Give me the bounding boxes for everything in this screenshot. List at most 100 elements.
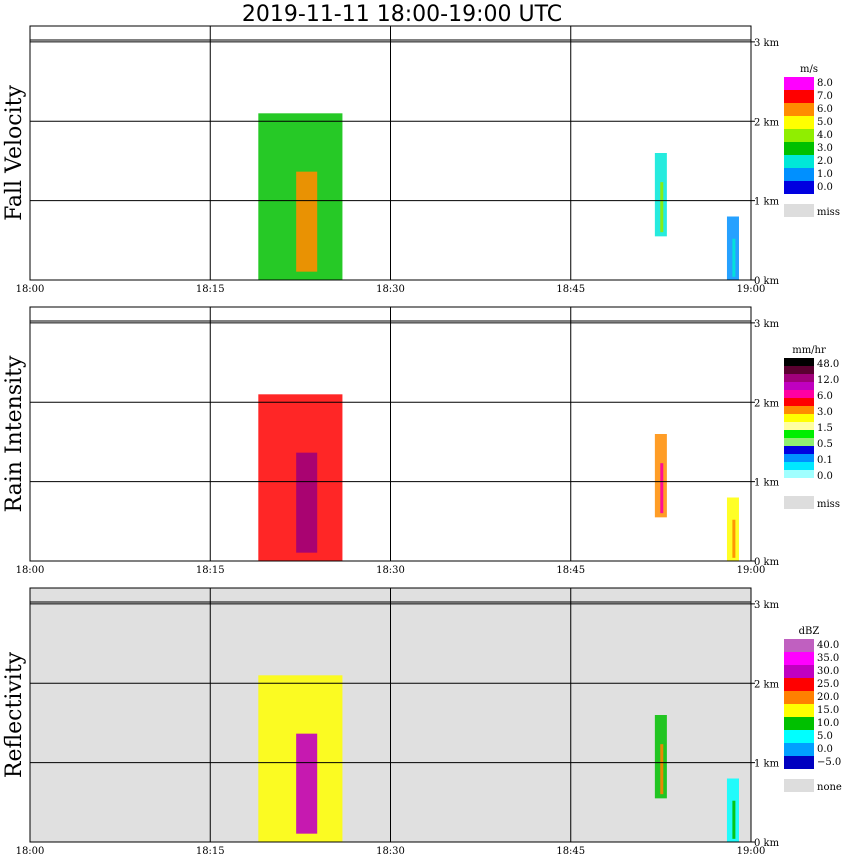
panel-reflectivity: 0 km 1 km 2 km 3 km 18:00 18:15 18:30 18:45 19:0… bbox=[2, 587, 842, 857]
colorbar-level-2: 30.0 bbox=[817, 666, 839, 677]
colorbar-swatch-2 bbox=[784, 103, 814, 116]
colorbar-unit-fall-velocity: m/s bbox=[800, 64, 818, 75]
colorbar-unit-rain-intensity: mm/hr bbox=[792, 345, 826, 356]
colorbar-missing-swatch bbox=[784, 779, 814, 792]
colorbar-swatch-1 bbox=[784, 366, 814, 374]
xtick-label-0: 18:00 bbox=[16, 284, 45, 295]
colorbar-swatch-2 bbox=[784, 665, 814, 678]
colorbar-swatch-0 bbox=[784, 358, 814, 366]
echo-core-1 bbox=[660, 463, 664, 514]
colorbar-missing-label: none bbox=[817, 782, 842, 793]
colorbar-swatch-4 bbox=[784, 390, 814, 398]
xtick-label-0: 18:00 bbox=[16, 846, 45, 857]
colorbar-level-1: 12.0 bbox=[817, 375, 839, 386]
colorbar-swatch-5 bbox=[784, 704, 814, 717]
xtick-label-0: 18:00 bbox=[16, 565, 45, 576]
colorbar-swatch-10 bbox=[784, 438, 814, 446]
colorbar-swatch-8 bbox=[784, 743, 814, 756]
colorbar-level-7: 5.0 bbox=[817, 731, 833, 742]
colorbar-level-8: 0.0 bbox=[817, 182, 833, 193]
colorbar-swatch-3 bbox=[784, 678, 814, 691]
xtick-label-4: 19:00 bbox=[737, 565, 766, 576]
colorbar-level-6: 10.0 bbox=[817, 718, 839, 729]
colorbar-level-9: −5.0 bbox=[817, 757, 841, 768]
ytick-label-2: 2 km bbox=[754, 398, 780, 409]
xtick-label-2: 18:30 bbox=[376, 846, 405, 857]
ytick-label-3: 3 km bbox=[754, 600, 780, 611]
ytick-label-2: 2 km bbox=[754, 679, 780, 690]
colorbar-level-1: 35.0 bbox=[817, 653, 839, 664]
colorbar-swatch-7 bbox=[784, 730, 814, 743]
echo-core-2 bbox=[732, 800, 736, 839]
colorbar-level-4: 4.0 bbox=[817, 130, 833, 141]
ylabel-fall-velocity: Fall Velocity bbox=[2, 85, 27, 221]
echo-core-2 bbox=[732, 519, 736, 558]
echo-core-0 bbox=[296, 733, 318, 834]
ytick-label-1: 1 km bbox=[754, 759, 780, 770]
colorbar-missing-swatch bbox=[784, 204, 814, 217]
colorbar-missing-label: miss bbox=[817, 499, 840, 510]
colorbar-swatch-3 bbox=[784, 382, 814, 390]
colorbar-level-1: 7.0 bbox=[817, 91, 833, 102]
colorbar-unit-reflectivity: dBZ bbox=[799, 626, 820, 637]
xtick-label-3: 18:45 bbox=[556, 284, 585, 295]
plot-frame bbox=[29, 306, 752, 562]
xtick-label-1: 18:15 bbox=[196, 846, 225, 857]
xtick-label-4: 19:00 bbox=[737, 846, 766, 857]
colorbar-level-6: 0.1 bbox=[817, 455, 833, 466]
colorbar-swatch-13 bbox=[784, 462, 814, 470]
chart-title: 2019-11-11 18:00-19:00 UTC bbox=[242, 2, 562, 27]
colorbar-swatch-2 bbox=[784, 374, 814, 382]
colorbar-level-8: 0.0 bbox=[817, 744, 833, 755]
colorbar-swatch-4 bbox=[784, 129, 814, 142]
ytick-label-2: 2 km bbox=[754, 117, 780, 128]
colorbar-swatch-3 bbox=[784, 116, 814, 129]
colorbar-level-6: 2.0 bbox=[817, 156, 833, 167]
colorbar-level-0: 40.0 bbox=[817, 640, 839, 651]
colorbar-swatch-4 bbox=[784, 691, 814, 704]
panel-rain-intensity: 0 km 1 km 2 km 3 km 18:00 18:15 18:30 18:45 19:0… bbox=[2, 306, 840, 576]
colorbar-level-5: 3.0 bbox=[817, 143, 833, 154]
colorbar-level-3: 3.0 bbox=[817, 407, 833, 418]
ytick-label-1: 1 km bbox=[754, 197, 780, 208]
colorbar-level-2: 6.0 bbox=[817, 391, 833, 402]
colorbar-swatch-9 bbox=[784, 756, 814, 769]
colorbar-swatch-6 bbox=[784, 717, 814, 730]
xtick-label-1: 18:15 bbox=[196, 284, 225, 295]
xtick-label-1: 18:15 bbox=[196, 565, 225, 576]
ytick-label-1: 1 km bbox=[754, 478, 780, 489]
colorbar-level-4: 20.0 bbox=[817, 692, 839, 703]
panels-group: 0 km 1 km 2 km 3 km 18:00 18:15 18:30 18:45 19:0… bbox=[2, 25, 842, 857]
colorbar-level-3: 5.0 bbox=[817, 117, 833, 128]
colorbar-swatch-8 bbox=[784, 181, 814, 194]
plot-frame bbox=[29, 25, 752, 281]
colorbar-swatch-6 bbox=[784, 406, 814, 414]
colorbar-missing-label: miss bbox=[817, 207, 840, 218]
xtick-label-2: 18:30 bbox=[376, 284, 405, 295]
colorbar-missing-swatch bbox=[784, 496, 814, 509]
colorbar-swatch-6 bbox=[784, 155, 814, 168]
echo-core-2 bbox=[732, 238, 736, 277]
colorbar-level-7: 0.0 bbox=[817, 471, 833, 482]
colorbar-level-2: 6.0 bbox=[817, 104, 833, 115]
colorbar-level-3: 25.0 bbox=[817, 679, 839, 690]
echo-core-0 bbox=[296, 171, 318, 272]
colorbar-swatch-5 bbox=[784, 398, 814, 406]
ytick-label-3: 3 km bbox=[754, 38, 780, 49]
colorbar-swatch-0 bbox=[784, 77, 814, 90]
colorbar-swatch-7 bbox=[784, 414, 814, 422]
colorbar-level-7: 1.0 bbox=[817, 169, 833, 180]
colorbar-level-5: 0.5 bbox=[817, 439, 833, 450]
colorbar-level-4: 1.5 bbox=[817, 423, 833, 434]
xtick-label-2: 18:30 bbox=[376, 565, 405, 576]
ytick-label-0: 0 km bbox=[754, 838, 780, 849]
xtick-label-4: 19:00 bbox=[737, 284, 766, 295]
colorbar-level-0: 48.0 bbox=[817, 359, 839, 370]
echo-core-1 bbox=[660, 182, 664, 233]
echo-core-0 bbox=[296, 452, 318, 553]
colorbar-swatch-1 bbox=[784, 652, 814, 665]
ytick-label-0: 0 km bbox=[754, 557, 780, 568]
ytick-label-0: 0 km bbox=[754, 276, 780, 287]
ytick-label-3: 3 km bbox=[754, 319, 780, 330]
